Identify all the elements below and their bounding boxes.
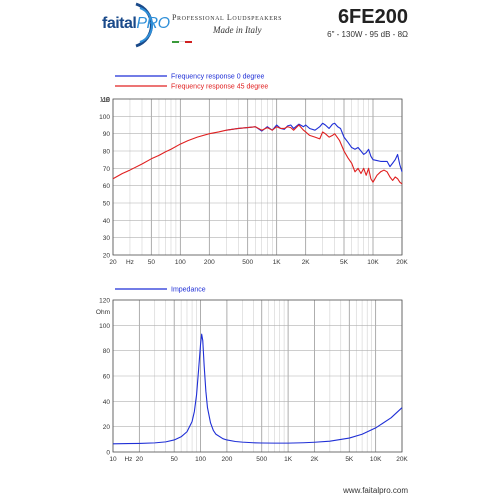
- freq-grid: [112, 98, 403, 256]
- imp-ytick-label: 120: [99, 298, 110, 305]
- imp-grid: [112, 299, 403, 453]
- italian-flag-bar: [172, 30, 192, 43]
- brand-logo: faitalPRO: [98, 2, 170, 48]
- imp-xtick-label: 20K: [396, 456, 408, 463]
- freq-xtick-label: 1K: [273, 259, 282, 266]
- freq-ytick-label: 100: [99, 114, 110, 121]
- freq-ytick-label: 110: [100, 97, 111, 104]
- imp-xtick-label: 20: [136, 456, 144, 463]
- freq-xtick-label: 100: [175, 259, 186, 266]
- freq-xtick-label: 5K: [340, 259, 349, 266]
- imp-plot-frame: [112, 299, 403, 453]
- imp-ytick-label: 0: [106, 450, 110, 457]
- made-in-italy: Made in Italy: [213, 25, 262, 35]
- freq-xtick-label: 50: [148, 259, 156, 266]
- flag-green: [172, 41, 179, 43]
- imp-xtick-label: 200: [221, 456, 232, 463]
- footer-url: www.faitalpro.com: [343, 486, 408, 495]
- imp-xtick-label: 50: [171, 456, 179, 463]
- freq-ytick-label: 80: [103, 149, 111, 156]
- imp-ytick-label: 100: [99, 323, 110, 330]
- freq-plot-frame: [112, 98, 403, 256]
- imp-xtick-label: 100: [195, 456, 206, 463]
- logo-pro: PRO: [136, 15, 170, 32]
- imp-ytick-label: 60: [103, 374, 111, 381]
- model-spec: 6" - 130W - 95 dB - 8Ω: [327, 30, 408, 39]
- freq-ylabel: dB: [102, 97, 110, 104]
- freq-ytick-label: 50: [103, 201, 111, 208]
- logo-arc-icon: [135, 2, 154, 48]
- imp-ytick-label: 80: [103, 348, 111, 355]
- flag-white: [178, 41, 186, 43]
- imp-xtick-label: 1K: [284, 456, 293, 463]
- imp-xtick-label: 5K: [345, 456, 354, 463]
- freq-ytick-label: 60: [103, 183, 111, 190]
- imp-series-line-0: [112, 333, 403, 445]
- freq-ytick-label: 90: [103, 131, 111, 138]
- freq-xtick-label: 10K: [367, 259, 379, 266]
- model-name: 6FE200: [337, 6, 408, 28]
- imp-ylabel: Ohm: [96, 309, 110, 316]
- imp-legend-label-0: Impedance: [171, 287, 206, 294]
- freq-ytick-label: 40: [103, 218, 111, 225]
- freq-ytick-label: 70: [103, 166, 111, 173]
- imp-ytick-label: 20: [103, 424, 111, 431]
- imp-xtick-label: 10: [109, 456, 117, 463]
- tagline: Professional Loudspeakers: [172, 13, 283, 22]
- flag-red: [185, 41, 192, 43]
- freq-xtick-label: 20K: [396, 259, 408, 266]
- imp-xtick-label: 10K: [370, 456, 382, 463]
- freq-xtick-label: Hz: [126, 259, 134, 266]
- imp-ytick-label: 40: [103, 399, 111, 406]
- freq-xtick-label: 200: [204, 259, 215, 266]
- imp-xtick-label: Hz: [124, 456, 132, 463]
- logo-faital: faital: [102, 15, 137, 32]
- freq-ytick-label: 20: [103, 253, 111, 260]
- freq-xtick-label: 500: [242, 259, 253, 266]
- header: faitalPRO Professional Loudspeakers Made…: [0, 0, 500, 56]
- imp-xtick-label: 2K: [310, 456, 319, 463]
- freq-xtick-label: 2K: [302, 259, 311, 266]
- freq-legend-label-1: Frequency response 45 degree: [171, 84, 268, 91]
- freq-legend-label-0: Frequency response 0 degree: [171, 74, 264, 81]
- logo-wordmark: faitalPRO: [102, 15, 170, 33]
- freq-xtick-label: 20: [109, 259, 117, 266]
- imp-xtick-label: 500: [256, 456, 267, 463]
- freq-series-line-0: [226, 122, 403, 172]
- freq-ytick-label: 30: [103, 235, 111, 242]
- freq-series-line-1: [112, 124, 403, 185]
